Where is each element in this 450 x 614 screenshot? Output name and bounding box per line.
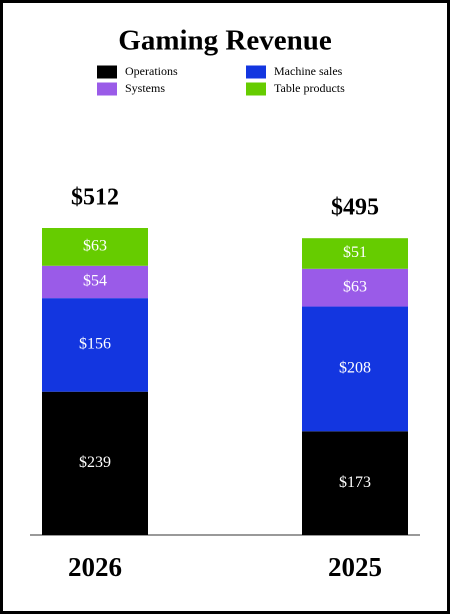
value-label: $239 (79, 454, 111, 471)
bar-segment (302, 268, 408, 307)
bar-segment (302, 431, 408, 535)
value-label: $54 (83, 273, 107, 290)
bar-segment (42, 391, 148, 535)
value-label: $51 (343, 244, 367, 261)
bar-segment (42, 265, 148, 299)
bar-segment (302, 238, 408, 269)
legend-label: Table products (274, 81, 345, 95)
bar-segment (302, 306, 408, 432)
value-label: $208 (339, 360, 371, 377)
legend-swatch (97, 65, 117, 79)
legend-label: Operations (125, 64, 178, 78)
legend-label: Machine sales (274, 64, 343, 78)
value-label: $63 (343, 278, 367, 295)
bar-segment (42, 228, 148, 266)
x-tick-label: 2026 (68, 552, 122, 582)
value-label: $173 (339, 474, 371, 491)
x-tick-label: 2025 (328, 552, 382, 582)
value-label: $63 (83, 238, 107, 255)
value-label: $156 (79, 336, 111, 353)
total-label: $495 (331, 195, 379, 221)
legend-swatch (97, 82, 117, 96)
legend-label: Systems (125, 81, 165, 95)
legend-swatch (246, 65, 266, 79)
bar-segment (42, 298, 148, 392)
total-label: $512 (71, 185, 119, 211)
chart-title: Gaming Revenue (118, 25, 332, 57)
legend-swatch (246, 82, 266, 96)
